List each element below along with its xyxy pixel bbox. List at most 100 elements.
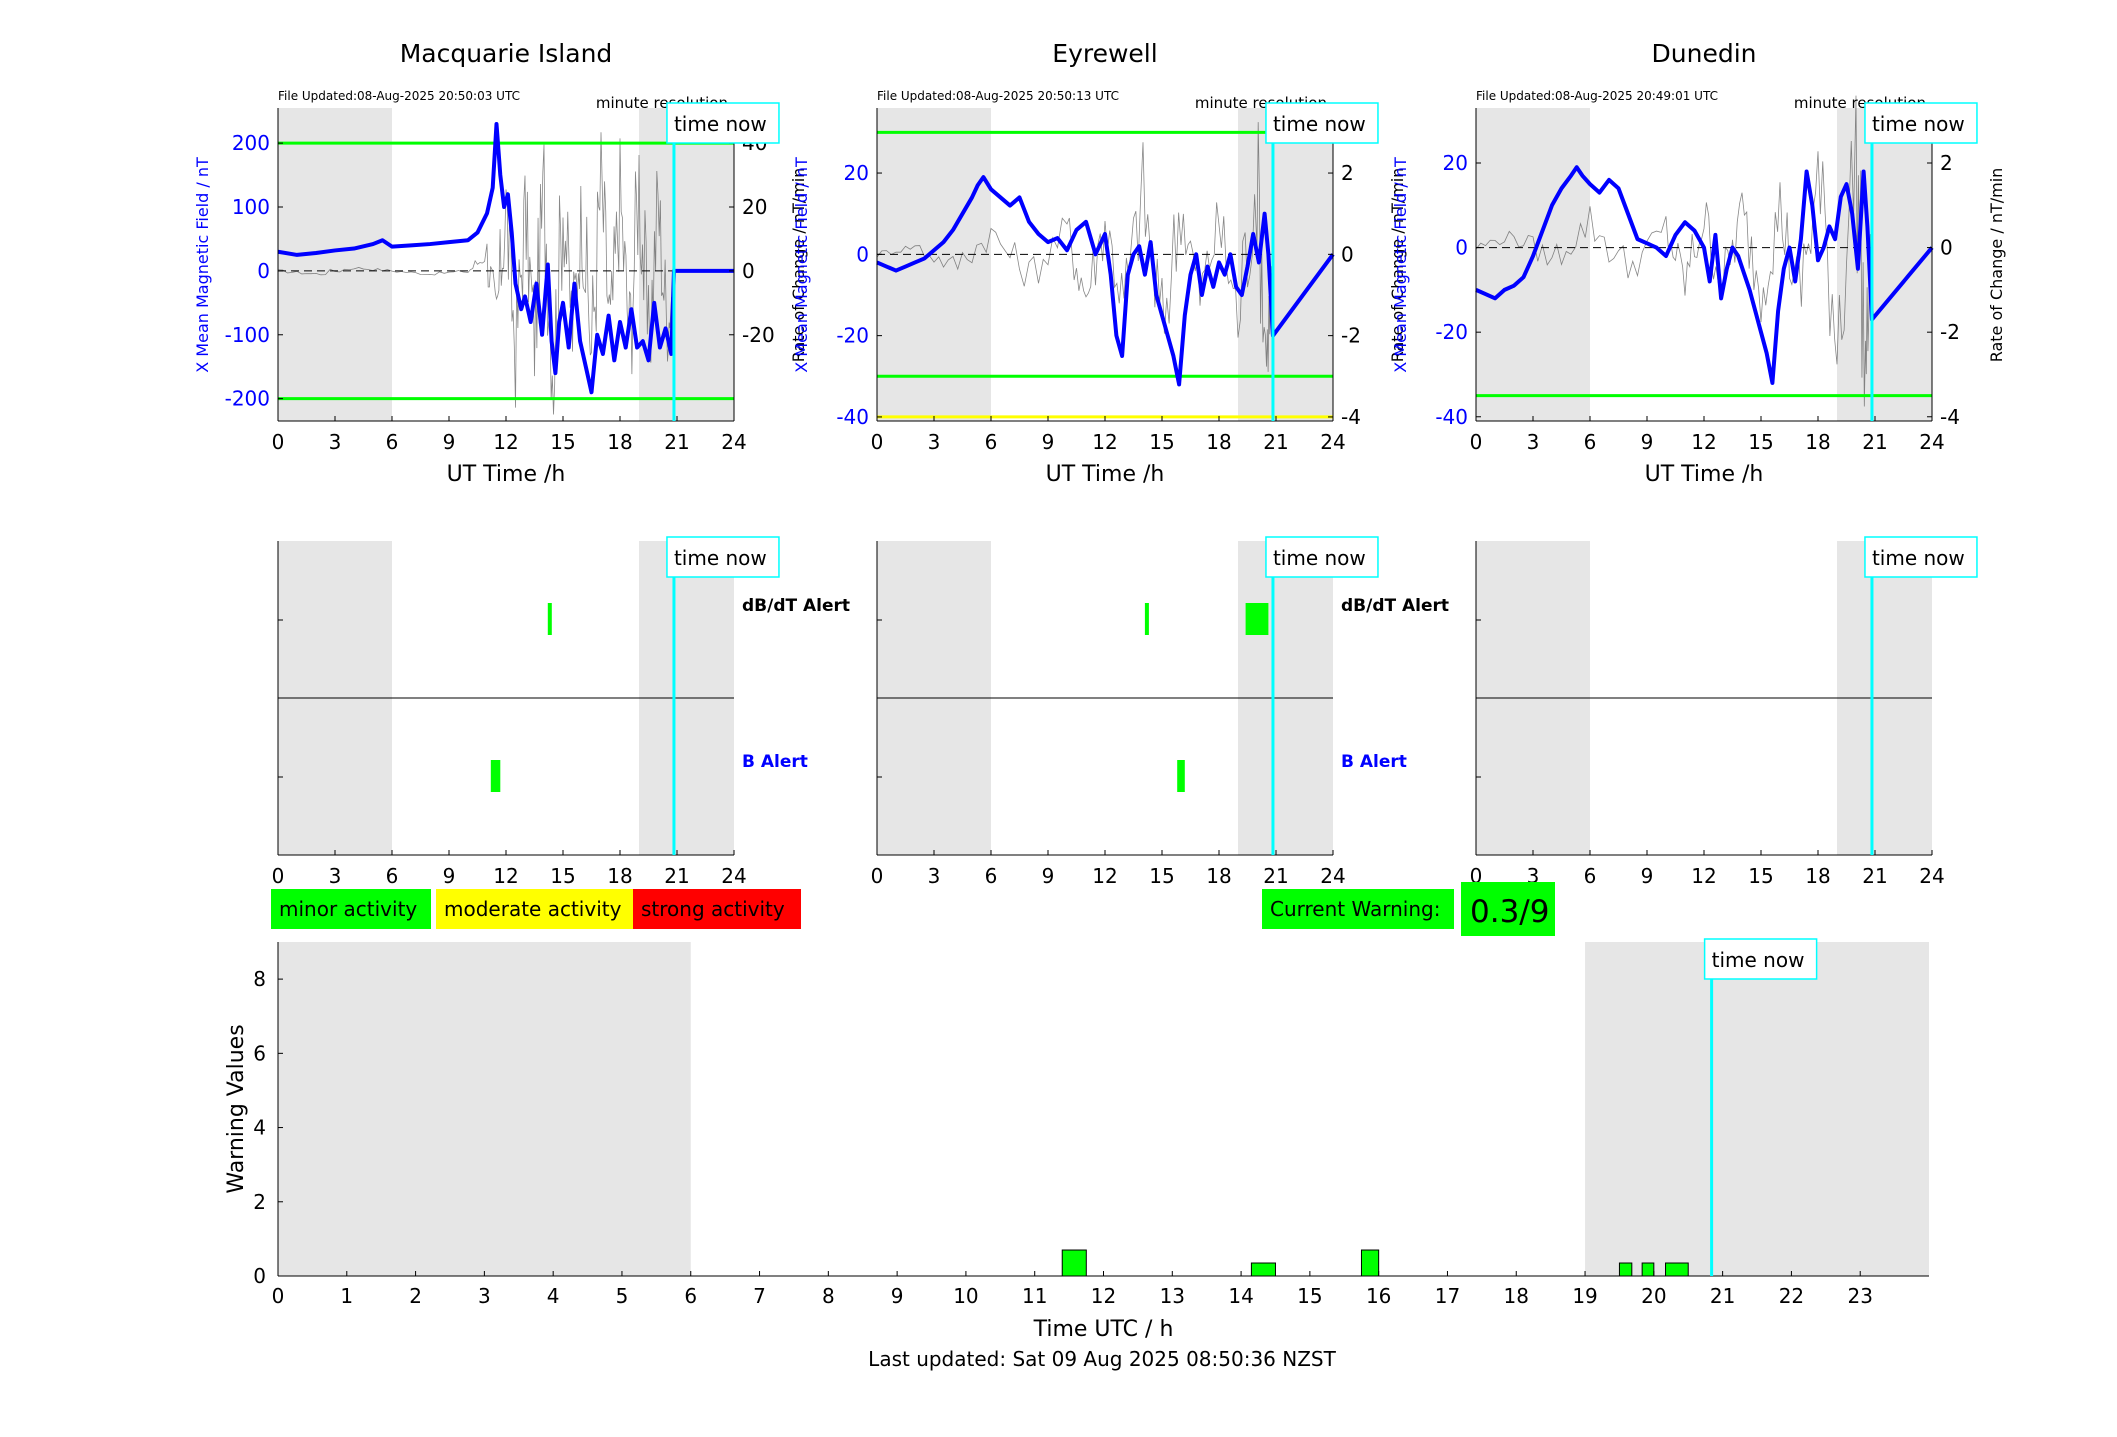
x-tick-label: 12	[1691, 864, 1716, 888]
x-tick-label: 24	[1919, 864, 1944, 888]
b-alert-label: B Alert	[1341, 752, 1407, 772]
x-tick-label: 24	[721, 430, 746, 454]
x-tick-label: 21	[664, 430, 689, 454]
x-tick-label: 15	[550, 864, 575, 888]
x-tick-label: 18	[607, 864, 632, 888]
x-axis-label: UT Time /h	[1046, 462, 1165, 487]
legend-minor-swatch	[271, 889, 431, 929]
legend-strong-label: strong activity	[641, 897, 785, 921]
x-tick-label: 9	[1641, 864, 1654, 888]
y-right-tick-label: 0	[742, 259, 755, 283]
x-tick-label: 16	[1366, 1284, 1391, 1308]
x-tick-label: 15	[1297, 1284, 1322, 1308]
x-tick-label: 9	[443, 430, 456, 454]
y-tick-label: 0	[257, 259, 270, 283]
current-warning: Current Warning: 0.3/9	[1262, 882, 1555, 936]
x-tick-label: 3	[928, 430, 941, 454]
x-tick-label: 12	[1092, 430, 1117, 454]
y-right-tick-label: -2	[1341, 324, 1361, 348]
warning-bar	[1665, 1262, 1689, 1277]
b-alert-bar	[1177, 760, 1185, 792]
y-tick-label: -100	[225, 323, 270, 347]
x-tick-label: 23	[1847, 1284, 1872, 1308]
x-axis-label: UT Time /h	[1645, 462, 1764, 487]
warning-bar	[1061, 1249, 1087, 1277]
x-tick-label: 0	[1470, 430, 1483, 454]
y-tick-label: 4	[253, 1116, 266, 1140]
x-tick-label: 6	[684, 1284, 697, 1308]
dbdt-alert-label: dB/dT Alert	[1341, 596, 1449, 616]
time-now-box	[1703, 938, 1818, 980]
x-tick-label: 6	[985, 430, 998, 454]
x-tick-label: 6	[1584, 430, 1597, 454]
y-tick-label: -20	[836, 324, 869, 348]
file-updated: File Updated:08-Aug-2025 20:50:03 UTC	[278, 89, 520, 103]
night-shade	[877, 108, 991, 421]
y-tick-label: 2	[253, 1190, 266, 1214]
y-tick-label: 6	[253, 1041, 266, 1065]
night-shade	[278, 942, 691, 1276]
dbdt-alert-bar	[547, 603, 552, 635]
x-tick-label: 15	[1149, 864, 1174, 888]
night-shade	[1238, 108, 1333, 421]
x-tick-label: 2	[409, 1284, 422, 1308]
warning-bar	[1641, 1262, 1655, 1277]
x-tick-label: 3	[478, 1284, 491, 1308]
alert-panel-eyrewell: 0 3 6 9 12 15 18 21 24 dB/dT Alert B Alert time now	[871, 536, 1449, 888]
y-axis-label: X Mean Magnetic Field / nT	[792, 157, 811, 373]
x-tick-label: 18	[1206, 864, 1231, 888]
legend-moderate-label: moderate activity	[444, 897, 622, 921]
y-tick-label: -40	[836, 405, 869, 429]
x-tick-label: 8	[822, 1284, 835, 1308]
x-tick-label: 0	[871, 864, 884, 888]
x-tick-label: 0	[272, 864, 285, 888]
y-right-tick-label: 0	[1341, 242, 1354, 266]
y-right-tick-label: -2	[1940, 320, 1960, 344]
x-tick-label: 11	[1022, 1284, 1047, 1308]
legend-strong-swatch	[633, 889, 801, 929]
x-tick-label: 0	[272, 1284, 285, 1308]
x-tick-label: 13	[1160, 1284, 1185, 1308]
time-now-label: time now	[1872, 112, 1965, 136]
y-tick-label: 100	[232, 195, 270, 219]
x-tick-label: 20	[1641, 1284, 1666, 1308]
x-tick-label: 18	[1504, 1284, 1529, 1308]
x-tick-label: 24	[1919, 430, 1944, 454]
x-tick-label: 9	[891, 1284, 904, 1308]
night-shade	[1585, 942, 1929, 1276]
x-tick-label: 3	[329, 864, 342, 888]
station-title: Eyrewell	[1052, 39, 1157, 68]
legend-moderate-swatch	[436, 889, 633, 929]
x-tick-label: 24	[721, 864, 746, 888]
y-tick-label: -40	[1435, 405, 1468, 429]
x-tick-label: 21	[1710, 1284, 1735, 1308]
x-tick-label: 21	[1862, 430, 1887, 454]
y-right-tick-label: 2	[1341, 161, 1354, 185]
magnetic-field-line	[1475, 165, 1934, 385]
x-tick-label: 6	[386, 864, 399, 888]
x-tick-label: 15	[1748, 430, 1773, 454]
x-tick-label: 21	[1263, 864, 1288, 888]
x-tick-label: 3	[1527, 430, 1540, 454]
x-tick-label: 0	[272, 430, 285, 454]
night-shade	[1476, 108, 1590, 421]
x-tick-label: 15	[1748, 864, 1773, 888]
y-right-tick-label: -4	[1940, 405, 1960, 429]
y-tick-label: 20	[844, 161, 869, 185]
b-alert-bar	[490, 760, 501, 792]
current-warning-value-box	[1461, 882, 1555, 936]
x-tick-label: 1	[340, 1284, 353, 1308]
y-right-axis-label: Rate of Change / nT/min	[1388, 168, 1407, 363]
x-tick-label: 21	[664, 864, 689, 888]
x-tick-label: 9	[1641, 430, 1654, 454]
warning-bar	[1360, 1249, 1380, 1277]
y-tick-label: 200	[232, 131, 270, 155]
x-tick-label: 12	[1691, 430, 1716, 454]
night-shade	[639, 108, 734, 421]
current-warning-label-box	[1262, 889, 1454, 929]
time-now-label: time now	[1872, 546, 1965, 570]
y-right-tick-label: 0	[1940, 236, 1953, 260]
magnetometer-plots: Macquarie Island File Updated:08-Aug-2025…	[193, 39, 2006, 487]
time-now-box	[666, 102, 780, 144]
